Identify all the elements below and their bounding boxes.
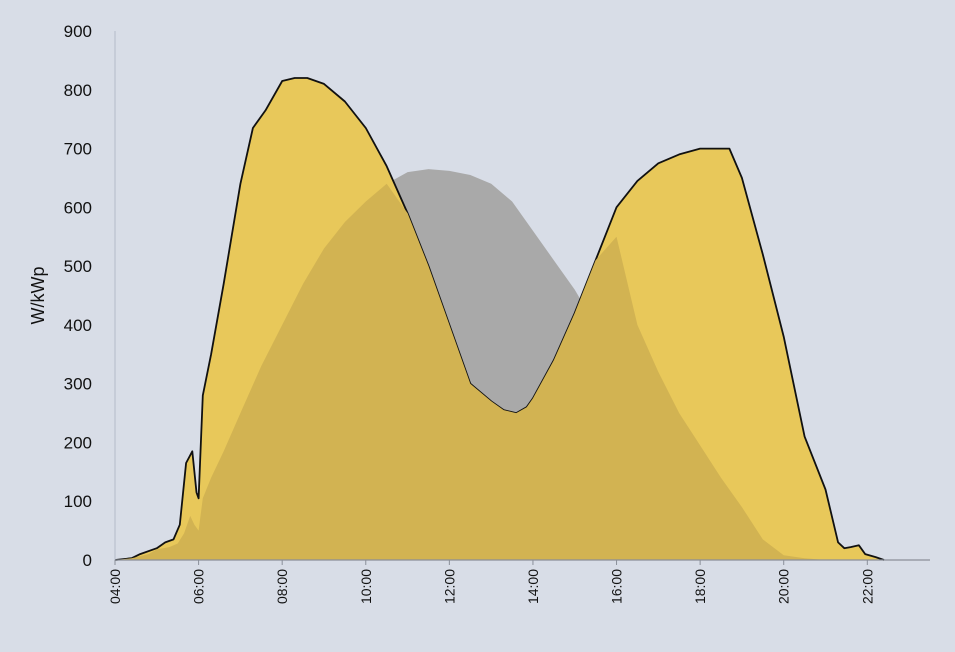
y-tick-label: 100: [64, 492, 92, 511]
x-tick-label: 14:00: [525, 569, 541, 604]
y-tick-label: 200: [64, 433, 92, 452]
y-tick-label: 600: [64, 198, 92, 217]
y-tick-label: 300: [64, 375, 92, 394]
y-tick-label: 700: [64, 140, 92, 159]
axes: [114, 31, 930, 561]
x-tick-label: 22:00: [859, 569, 875, 604]
x-tick-label: 12:00: [441, 569, 457, 604]
y-tick-label: 500: [64, 257, 92, 276]
y-tick-label: 800: [64, 81, 92, 100]
x-tick-label: 04:00: [107, 569, 123, 604]
x-tick-label: 10:00: [358, 569, 374, 604]
series-2-area: [115, 183, 889, 561]
x-tick-label: 06:00: [191, 569, 207, 604]
x-tick-label: 18:00: [692, 569, 708, 604]
y-tick-labels: 0 100 200 300 400 500 600 700 800 900: [64, 22, 92, 570]
y-tick-label: 400: [64, 316, 92, 335]
x-tick-labels: 04:00 06:00 08:00 10:00 12:00 14:00 16:00 18:00…: [107, 560, 875, 604]
series-areas: [114, 77, 889, 561]
x-tick-label: 20:00: [776, 569, 792, 604]
y-tick-label: 0: [83, 551, 92, 570]
y-axis-title: W/kWp: [28, 267, 48, 325]
y-tick-label: 900: [64, 22, 92, 41]
x-tick-label: 08:00: [274, 569, 290, 604]
x-tick-label: 16:00: [609, 569, 625, 604]
